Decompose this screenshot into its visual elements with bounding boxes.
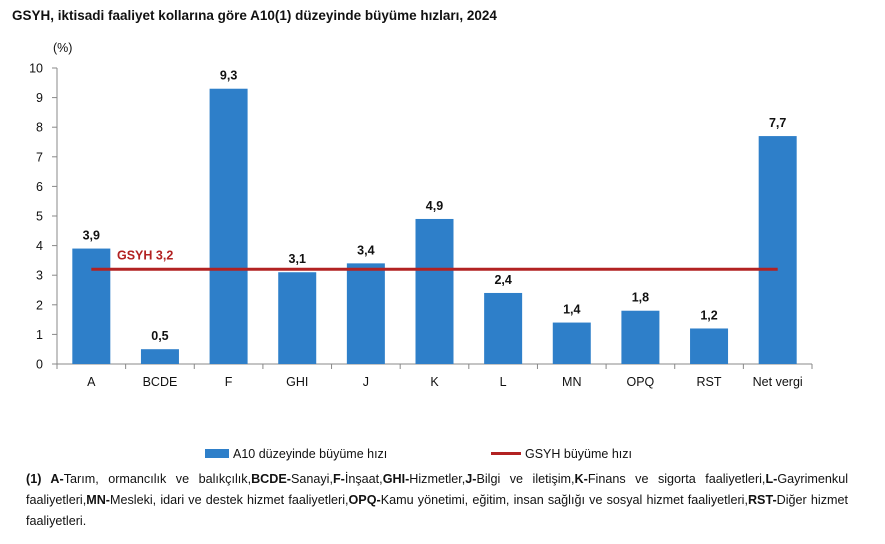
y-tick-label: 7: [36, 150, 43, 164]
y-tick-label: 5: [36, 210, 43, 224]
legend-swatch-bars: [205, 449, 229, 458]
bar-series: 3,9 0,5 9,3 3,1 3,4 4,9 2,4 1,4 1,8 1,2 7,7: [72, 69, 797, 364]
x-tick-label: A: [87, 375, 96, 389]
footnote-text: İnşaat,: [344, 472, 383, 486]
bar: [278, 272, 317, 364]
footnote-text: Bilgi ve iletişim,: [476, 472, 575, 486]
footnote-code: F-: [332, 472, 345, 486]
footnote-text: Gayrimenkul faaliyetleri,: [26, 472, 849, 507]
bar: [140, 349, 179, 364]
bar-data-label: 9,3: [220, 69, 237, 83]
y-tick-label: 3: [36, 269, 43, 283]
x-tick-label: F: [225, 375, 233, 389]
bar: [72, 248, 111, 364]
bar-chart: 0 1 2 3 4 5 6 7 8 9 10 (%) A BCDE F GHI J K L MN OPQ RST Net …: [29, 41, 813, 461]
footnote-code: OPQ-: [348, 493, 381, 507]
footnote-code: GHI-: [382, 472, 410, 486]
x-axis: A BCDE F GHI J K L MN OPQ RST Net vergi: [56, 363, 813, 389]
bar: [758, 136, 797, 364]
footnote-text: Hizmetler,: [409, 472, 466, 486]
bar: [484, 292, 523, 364]
y-tick-label: 9: [36, 91, 43, 105]
x-tick-label: BCDE: [143, 375, 178, 389]
x-tick-label: J: [363, 375, 369, 389]
bar: [415, 218, 454, 364]
x-tick-label: GHI: [286, 375, 308, 389]
x-tick-label: L: [500, 375, 507, 389]
bar-data-label: 1,8: [632, 291, 649, 305]
bar-data-label: 1,2: [700, 308, 717, 322]
footnote-code: L-: [765, 472, 778, 486]
y-tick-label: 1: [36, 328, 43, 342]
x-tick-label: MN: [562, 375, 581, 389]
chart-title: GSYH, iktisadi faaliyet kollarına göre A…: [12, 8, 497, 23]
x-tick-label: K: [430, 375, 439, 389]
legend-label-bars: A10 düzeyinde büyüme hızı: [233, 447, 387, 461]
x-tick-label: OPQ: [627, 375, 655, 389]
footnote-code: RST-: [747, 493, 777, 507]
y-tick-label: 0: [36, 358, 43, 372]
bar-data-label: 1,4: [563, 303, 580, 317]
y-tick-label: 4: [36, 239, 43, 253]
footnote: (1) A-Tarım, ormancılık ve balıkçılık,BC…: [26, 469, 848, 532]
y-tick-label: 6: [36, 180, 43, 194]
y-tick-label: 10: [29, 62, 43, 76]
footnote-code: K-: [574, 472, 588, 486]
y-tick-label: 2: [36, 298, 43, 312]
footnote-code: BCDE-: [251, 472, 291, 486]
bar: [346, 263, 385, 364]
x-tick-label: Net vergi: [753, 375, 803, 389]
bar: [621, 310, 660, 364]
footnote-code: MN-: [86, 493, 110, 507]
footnote-text: Kamu yönetimi, eğitim, insan sağlığı ve …: [380, 493, 748, 507]
bar-data-label: 4,9: [426, 199, 443, 213]
bar-data-label: 0,5: [151, 329, 168, 343]
footnote-text: Diğer hizmet faaliyetleri.: [26, 493, 848, 528]
bar: [552, 322, 591, 364]
gsyh-line-series: GSYH 3,2: [91, 248, 778, 271]
y-axis: 0 1 2 3 4 5 6 7 8 9 10 (%): [29, 41, 72, 372]
bar-data-label: 3,9: [83, 229, 100, 243]
legend: A10 düzeyinde büyüme hızı GSYH büyüme hız…: [205, 447, 632, 461]
footnote-text: Tarım, ormancılık ve balıkçılık,: [63, 472, 252, 486]
footnote-text: Mesleki, idari ve destek hizmet faaliyet…: [109, 493, 349, 507]
bar-data-label: 7,7: [769, 116, 786, 130]
bar: [209, 88, 248, 364]
footnote-code: (1) A-: [26, 472, 64, 486]
footnote-code: J-: [465, 472, 477, 486]
bar: [690, 328, 729, 364]
bar-data-label: 3,4: [357, 243, 374, 257]
legend-label-line: GSYH büyüme hızı: [525, 447, 632, 461]
y-tick-label: 8: [36, 121, 43, 135]
gsyh-line-label: GSYH 3,2: [117, 248, 173, 262]
x-tick-label: RST: [697, 375, 722, 389]
bar-data-label: 2,4: [494, 273, 511, 287]
footnote-text: Finans ve sigorta faaliyetleri,: [587, 472, 766, 486]
bar-data-label: 3,1: [289, 252, 306, 266]
y-axis-unit-label: (%): [53, 41, 72, 55]
footnote-text: Sanayi,: [290, 472, 333, 486]
